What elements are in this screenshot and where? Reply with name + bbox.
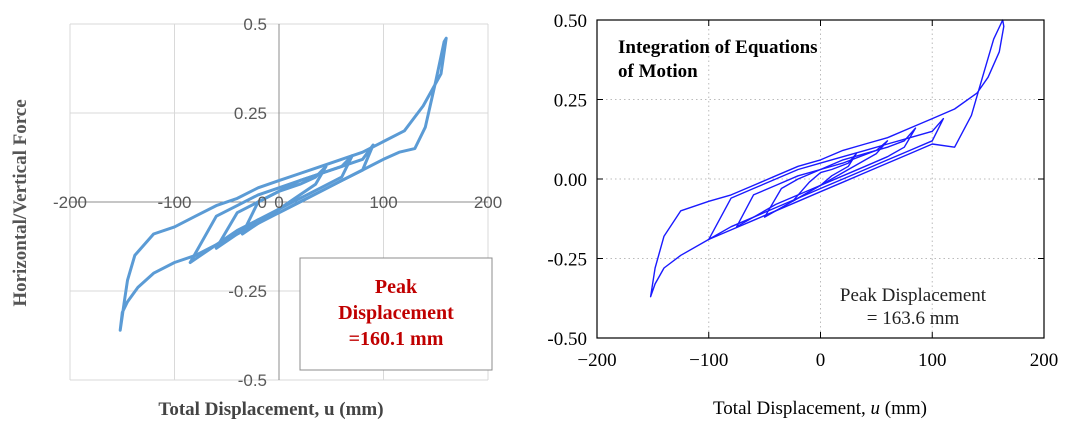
right-series-line-1 xyxy=(649,19,1005,298)
right-x-tick-label: −200 xyxy=(577,350,616,371)
right-chart-title-line-2: of Motion xyxy=(618,61,698,82)
right-x-axis-label-variable: u xyxy=(871,398,881,419)
right-x-tick-label: 100 xyxy=(918,350,947,371)
left-series-line-4 xyxy=(240,164,328,236)
left-y-tick-label: 0.5 xyxy=(243,15,267,34)
left-hysteresis-curves xyxy=(118,36,448,332)
right-y-tick-label: -0.50 xyxy=(547,329,587,350)
left-annotation-box xyxy=(299,257,493,371)
right-chart: −200 −100 0 100 200 0.50 0.25 0.00 -0.25 -0.50 In… xyxy=(547,11,1058,419)
left-x-tick-label: 0 xyxy=(274,193,283,212)
left-y-tick-label: 0.25 xyxy=(234,104,267,123)
left-x-axis-label: Total Displacement, u (mm) xyxy=(158,399,383,420)
right-annotation-line-2: = 163.6 mm xyxy=(867,308,960,329)
left-y-tick-label: -0.25 xyxy=(228,282,267,301)
left-axes xyxy=(70,24,488,380)
left-x-tick-label: -200 xyxy=(53,193,87,212)
left-annotation-line-2: Displacement xyxy=(338,302,454,324)
right-x-axis-label-part-1: Total Displacement, xyxy=(713,398,870,419)
left-y-tick-label: 0 xyxy=(258,193,267,212)
left-x-tick-label: 200 xyxy=(474,193,502,212)
right-x-tick-label: 200 xyxy=(1030,350,1059,371)
right-x-tick-label: 0 xyxy=(816,350,826,371)
right-x-axis-label: Total Displacement, u (mm) xyxy=(713,398,927,419)
right-hysteresis-curves xyxy=(649,19,1005,298)
right-y-tick-label: -0.25 xyxy=(547,250,587,271)
left-x-tick-label: -100 xyxy=(157,193,191,212)
right-series-line-3 xyxy=(736,127,917,228)
right-y-tick-label: 0.50 xyxy=(554,11,587,32)
right-y-tick-label: 0.25 xyxy=(554,91,587,112)
left-x-tick-label: 100 xyxy=(369,193,397,212)
left-annotation-line-3: =160.1 mm xyxy=(349,328,444,350)
right-x-axis-label-part-3: (mm) xyxy=(880,398,927,419)
right-y-tick-label: 0.00 xyxy=(554,170,587,191)
left-chart: -200 -100 0 100 200 0.5 0.25 0 -0.25 -0.5 Peak Di… xyxy=(10,15,502,420)
left-y-tick-label: -0.5 xyxy=(238,371,267,390)
right-annotation-line-1: Peak Displacement xyxy=(840,285,987,306)
left-y-axis-label: Horizontal/Vertical Force xyxy=(10,99,31,306)
right-series-line-5 xyxy=(791,152,857,203)
right-ticks: −200 −100 0 100 200 0.50 0.25 0.00 -0.25 -0.50 xyxy=(547,11,1058,371)
left-annotation-line-1: Peak xyxy=(375,276,418,298)
right-series-line-2 xyxy=(708,117,945,241)
left-tick-labels: -200 -100 0 100 200 0.5 0.25 0 -0.25 -0.5 xyxy=(53,15,502,390)
right-chart-title-line-1: Integration of Equations xyxy=(618,37,818,58)
right-x-tick-label: −100 xyxy=(689,350,728,371)
